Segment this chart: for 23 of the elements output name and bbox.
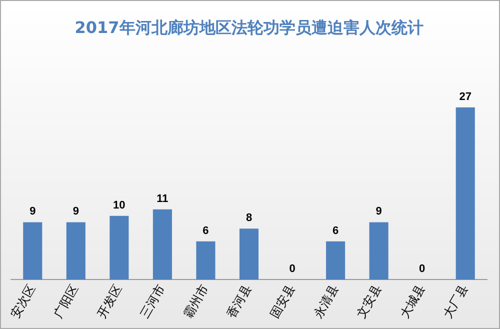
data-label: 9 (376, 206, 382, 218)
data-label: 9 (72, 206, 79, 218)
x-tick-label: 开发区 (94, 282, 124, 320)
x-tick-label: 大城县 (397, 282, 428, 320)
x-tick-label: 永清县 (310, 282, 341, 320)
data-label: 9 (30, 206, 36, 218)
x-tick-label: 广阳区 (51, 282, 82, 320)
x-tick-label: 安次区 (8, 282, 38, 320)
x-tick-label: 大厂县 (440, 282, 471, 320)
x-tick-label: 固安县 (267, 282, 298, 320)
data-label: 0 (419, 263, 426, 276)
chart-title: 2017年河北廊坊地区法轮功学员遭迫害人次统计 (74, 18, 424, 37)
x-tick-label: 霸州市 (180, 282, 212, 320)
data-label: 11 (156, 192, 168, 205)
data-label: 10 (113, 199, 126, 212)
x-tick-label: 香河县 (224, 282, 254, 320)
x-tick-label: 三河市 (138, 282, 168, 320)
data-label: 8 (246, 212, 252, 224)
data-label: 27 (459, 90, 472, 103)
data-label: 0 (289, 263, 296, 276)
x-tick-label: 文安县 (354, 282, 384, 320)
data-label: 6 (202, 224, 209, 237)
data-label: 6 (332, 224, 339, 237)
